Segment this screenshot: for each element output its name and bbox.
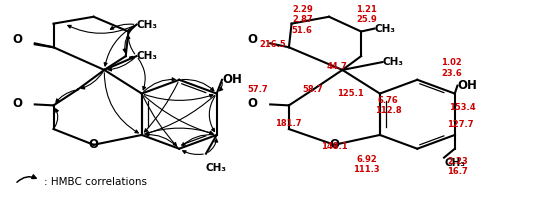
Text: CH₃: CH₃	[136, 51, 157, 61]
Text: 153.4: 153.4	[449, 103, 476, 112]
Text: 181.7: 181.7	[276, 119, 302, 128]
Text: 127.7: 127.7	[447, 120, 473, 129]
Text: CH₃: CH₃	[444, 158, 465, 168]
Text: 6.92
111.3: 6.92 111.3	[353, 155, 380, 174]
Text: 216.5: 216.5	[259, 40, 286, 49]
Text: CH₃: CH₃	[374, 24, 395, 33]
Text: : HMBC correlations: : HMBC correlations	[44, 177, 147, 187]
Text: 2.23
16.7: 2.23 16.7	[447, 157, 468, 176]
Text: 1.02
23.6: 1.02 23.6	[441, 58, 462, 78]
Text: 57.7: 57.7	[247, 85, 268, 94]
Text: 148.1: 148.1	[321, 142, 348, 151]
Text: CH₃: CH₃	[383, 57, 403, 67]
Text: 125.1: 125.1	[337, 89, 364, 98]
Text: 44.7: 44.7	[327, 62, 348, 72]
Text: CH₃: CH₃	[136, 20, 157, 30]
Text: 6.76
112.8: 6.76 112.8	[374, 96, 401, 115]
Text: O: O	[248, 33, 257, 46]
Text: O: O	[330, 138, 339, 151]
Text: 1.21
25.9: 1.21 25.9	[356, 5, 377, 24]
Text: O: O	[13, 97, 22, 110]
Text: 58.7: 58.7	[303, 85, 323, 94]
Text: O: O	[89, 138, 98, 151]
Text: OH: OH	[457, 79, 477, 92]
Text: O: O	[13, 33, 22, 46]
Text: O: O	[248, 97, 257, 110]
Text: 2.29
2.87
51.6: 2.29 2.87 51.6	[292, 5, 313, 35]
Text: CH₃: CH₃	[206, 163, 227, 173]
Text: OH: OH	[222, 73, 242, 86]
